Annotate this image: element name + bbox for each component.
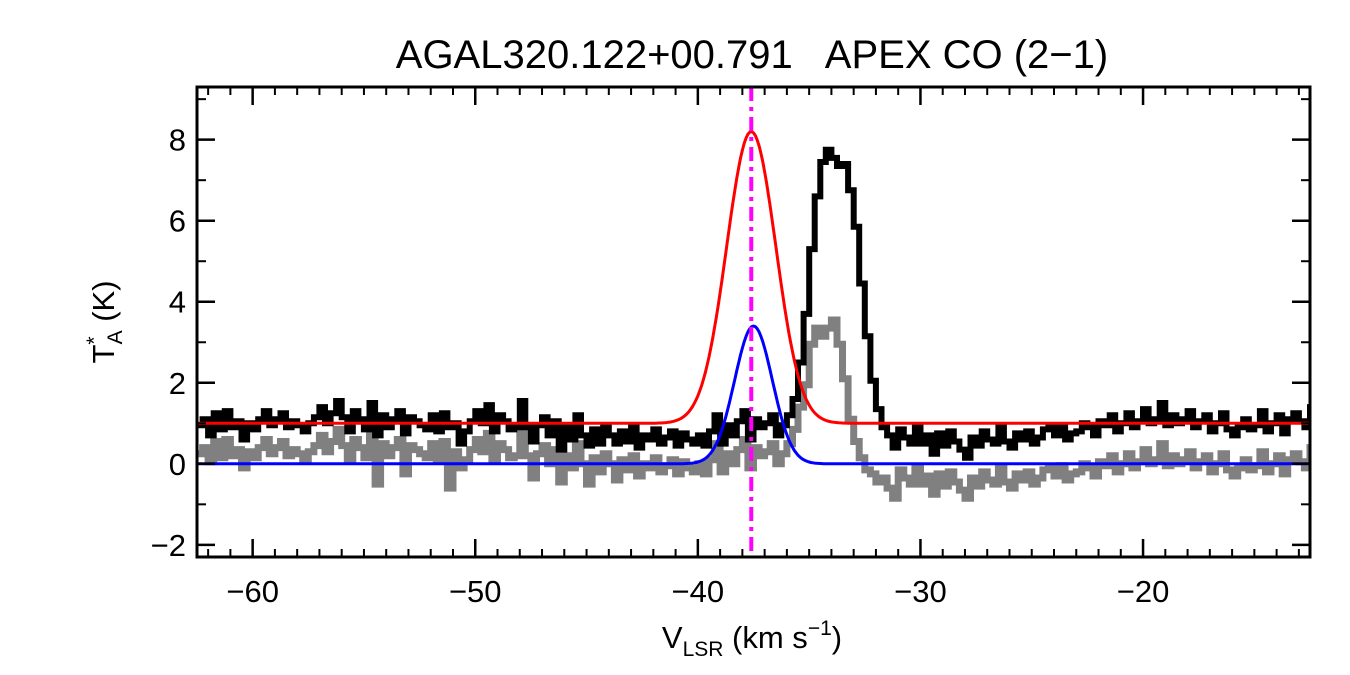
x-tick-label: −30: [894, 574, 947, 609]
x-axis-label-sub: LSR: [683, 638, 724, 661]
y-axis-label: T*A (K): [83, 280, 127, 363]
chart-title: AGAL320.122+00.791 APEX CO (2−1): [396, 33, 1108, 77]
x-axis-label-units: (km s: [723, 620, 807, 655]
chart-title-line: APEX CO (2−1): [825, 33, 1108, 77]
observed-spectrum-line: [197, 146, 1310, 461]
y-axis-label-main: T: [86, 345, 121, 364]
x-tick-label: −40: [672, 574, 725, 609]
x-tick-label: −50: [449, 574, 502, 609]
y-axis-label-sup: *: [83, 336, 106, 344]
x-axis-label: VLSR (km s−1): [662, 617, 842, 661]
total-fit-curve: [197, 324, 1310, 466]
y-tick-label: 8: [169, 123, 186, 158]
y-tick-label: 6: [169, 204, 186, 239]
plot-frame: [195, 85, 1312, 559]
chart-title-source: AGAL320.122+00.791: [396, 33, 793, 77]
y-tick-label: 2: [169, 366, 186, 401]
residual-fit-curve: [197, 129, 1310, 425]
x-axis-label-units-end: ): [832, 620, 842, 655]
x-tick-label: −60: [226, 574, 279, 609]
x-axis-label-main: V: [662, 620, 683, 655]
x-axis-label-units-sup: −1: [808, 617, 832, 640]
y-axis-label-units: (K): [86, 280, 121, 330]
y-tick-label: 4: [169, 285, 186, 320]
y-tick-label: 0: [169, 447, 186, 482]
x-tick-label: −20: [1117, 574, 1170, 609]
y-tick-label: −2: [151, 528, 186, 563]
y-axis-label-sub: A: [104, 330, 127, 344]
